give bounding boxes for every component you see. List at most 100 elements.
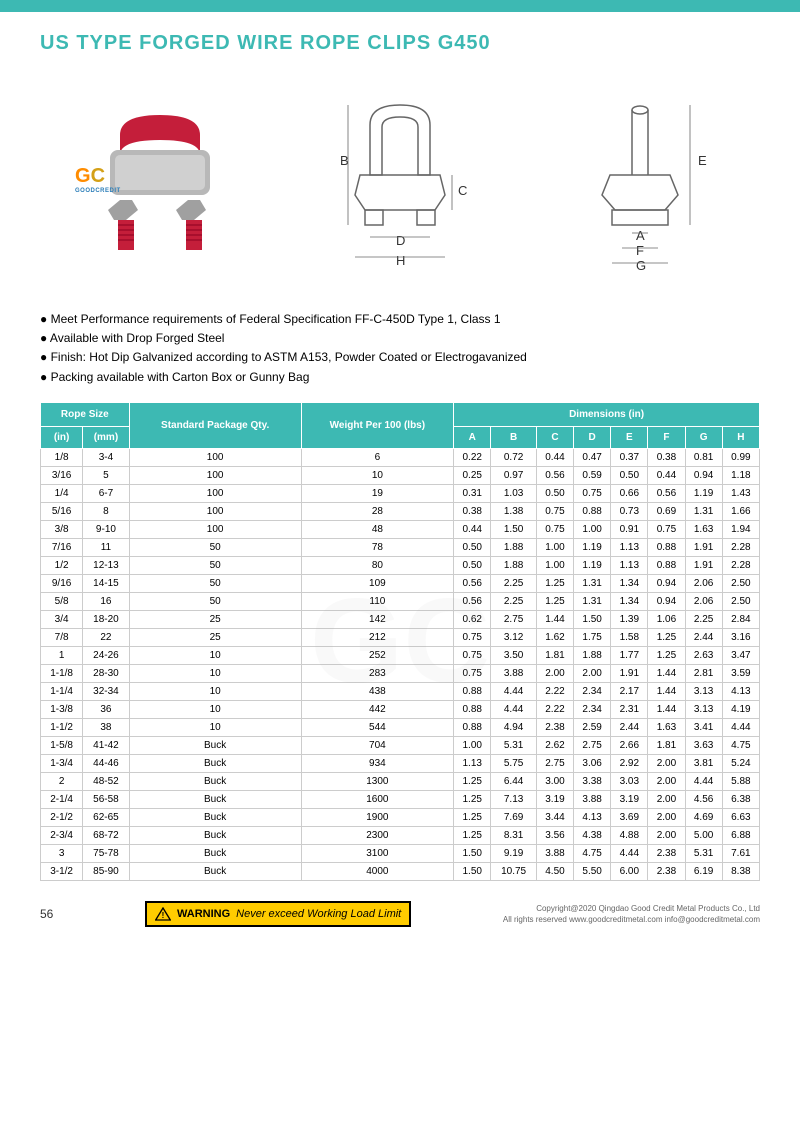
table-cell: 0.47 [574,448,611,466]
table-cell: 18-20 [83,610,129,628]
table-cell: 36 [83,700,129,718]
table-row: 1/83-410060.220.720.440.470.370.380.810.… [41,448,760,466]
table-cell: 0.25 [454,466,491,484]
table-cell: 5/8 [41,592,83,610]
table-cell: 1.25 [454,808,491,826]
table-cell: 2.25 [685,610,722,628]
table-cell: 0.50 [536,484,573,502]
table-cell: 1.25 [454,790,491,808]
table-cell: 2.62 [536,736,573,754]
table-cell: 22 [83,628,129,646]
table-cell: 4.69 [685,808,722,826]
table-cell: 1/4 [41,484,83,502]
table-cell: 2.34 [574,700,611,718]
table-row: 1-1/238105440.884.942.382.592.441.633.41… [41,718,760,736]
table-cell: 1.31 [574,592,611,610]
table-cell: 2.38 [536,718,573,736]
table-cell: 704 [301,736,454,754]
table-cell: 1.34 [611,574,648,592]
table-cell: 4.19 [722,700,759,718]
table-cell: 3.19 [536,790,573,808]
table-cell: 0.88 [454,700,491,718]
table-row: 1-5/841-42Buck7041.005.312.622.752.661.8… [41,736,760,754]
table-cell: 8 [83,502,129,520]
table-row: 1-1/828-30102830.753.882.002.001.911.442… [41,664,760,682]
table-cell: 0.44 [648,466,685,484]
table-cell: 0.38 [454,502,491,520]
table-cell: 1.13 [611,556,648,574]
header-bar [0,0,800,12]
table-cell: 3.50 [491,646,537,664]
th-package: Standard Package Qty. [129,402,301,448]
table-row: 3/89-10100480.441.500.751.000.910.751.63… [41,520,760,538]
table-cell: 3-4 [83,448,129,466]
table-row: 5/168100280.381.380.750.880.730.691.311.… [41,502,760,520]
table-cell: 50 [129,538,301,556]
table-cell: 14-15 [83,574,129,592]
table-cell: 110 [301,592,454,610]
table-cell: 2.00 [574,664,611,682]
table-cell: 544 [301,718,454,736]
table-cell: 3 [41,844,83,862]
th-weight: Weight Per 100 (lbs) [301,402,454,448]
table-cell: 5.31 [685,844,722,862]
page-title: US TYPE FORGED WIRE ROPE CLIPS G450 [40,32,760,55]
table-cell: 5/16 [41,502,83,520]
table-cell: 7/8 [41,628,83,646]
table-cell: 2.00 [648,826,685,844]
table-cell: 2.17 [611,682,648,700]
table-cell: 2.59 [574,718,611,736]
table-cell: 48 [301,520,454,538]
table-cell: 3.12 [491,628,537,646]
table-cell: 1.18 [722,466,759,484]
table-cell: 142 [301,610,454,628]
table-row: 7/822252120.753.121.621.751.581.252.443.… [41,628,760,646]
table-cell: 2.92 [611,754,648,772]
table-cell: 0.88 [648,556,685,574]
table-cell: 3100 [301,844,454,862]
table-cell: 1300 [301,772,454,790]
table-cell: 2.28 [722,538,759,556]
table-cell: 1.81 [536,646,573,664]
th-sub: H [722,426,759,448]
table-row: 1/46-7100190.311.030.500.750.660.561.191… [41,484,760,502]
table-cell: 11 [83,538,129,556]
table-cell: 109 [301,574,454,592]
table-cell: 100 [129,484,301,502]
table-cell: 3/4 [41,610,83,628]
table-cell: 1.44 [648,664,685,682]
table-cell: 25 [129,628,301,646]
note-item: Meet Performance requirements of Federal… [40,310,760,329]
table-cell: 1.43 [722,484,759,502]
table-cell: 1-1/2 [41,718,83,736]
table-cell: 1.66 [722,502,759,520]
table-cell: 38 [83,718,129,736]
table-cell: 1.44 [536,610,573,628]
table-cell: 3.44 [536,808,573,826]
table-cell: 2300 [301,826,454,844]
dim-a: A [636,228,645,243]
table-cell: 0.88 [648,538,685,556]
table-cell: 3/16 [41,466,83,484]
table-cell: 0.99 [722,448,759,466]
table-cell: 10 [301,466,454,484]
table-cell: 0.37 [611,448,648,466]
table-cell: 1.25 [454,772,491,790]
table-cell: 1.94 [722,520,759,538]
table-cell: 50 [129,556,301,574]
table-cell: 0.75 [574,484,611,502]
table-cell: 3.63 [685,736,722,754]
table-cell: 7.13 [491,790,537,808]
table-cell: 3.13 [685,700,722,718]
table-cell: 0.50 [454,538,491,556]
table-cell: 28-30 [83,664,129,682]
table-cell: 1.91 [611,664,648,682]
table-row: 2-3/468-72Buck23001.258.313.564.384.882.… [41,826,760,844]
table-cell: 2.81 [685,664,722,682]
th-sub: B [491,426,537,448]
table-cell: 28 [301,502,454,520]
table-row: 124-26102520.753.501.811.881.771.252.633… [41,646,760,664]
table-cell: 2.34 [574,682,611,700]
table-cell: 4.44 [722,718,759,736]
table-cell: 283 [301,664,454,682]
